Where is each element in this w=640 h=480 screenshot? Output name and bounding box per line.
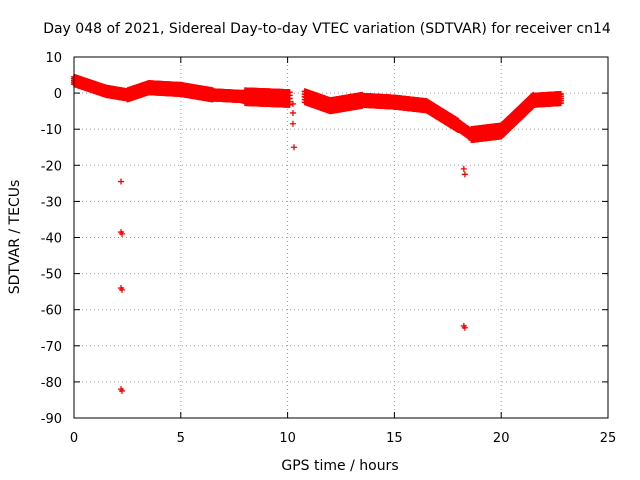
data-points bbox=[71, 73, 565, 394]
chart-title: Day 048 of 2021, Sidereal Day-to-day VTE… bbox=[43, 21, 611, 37]
